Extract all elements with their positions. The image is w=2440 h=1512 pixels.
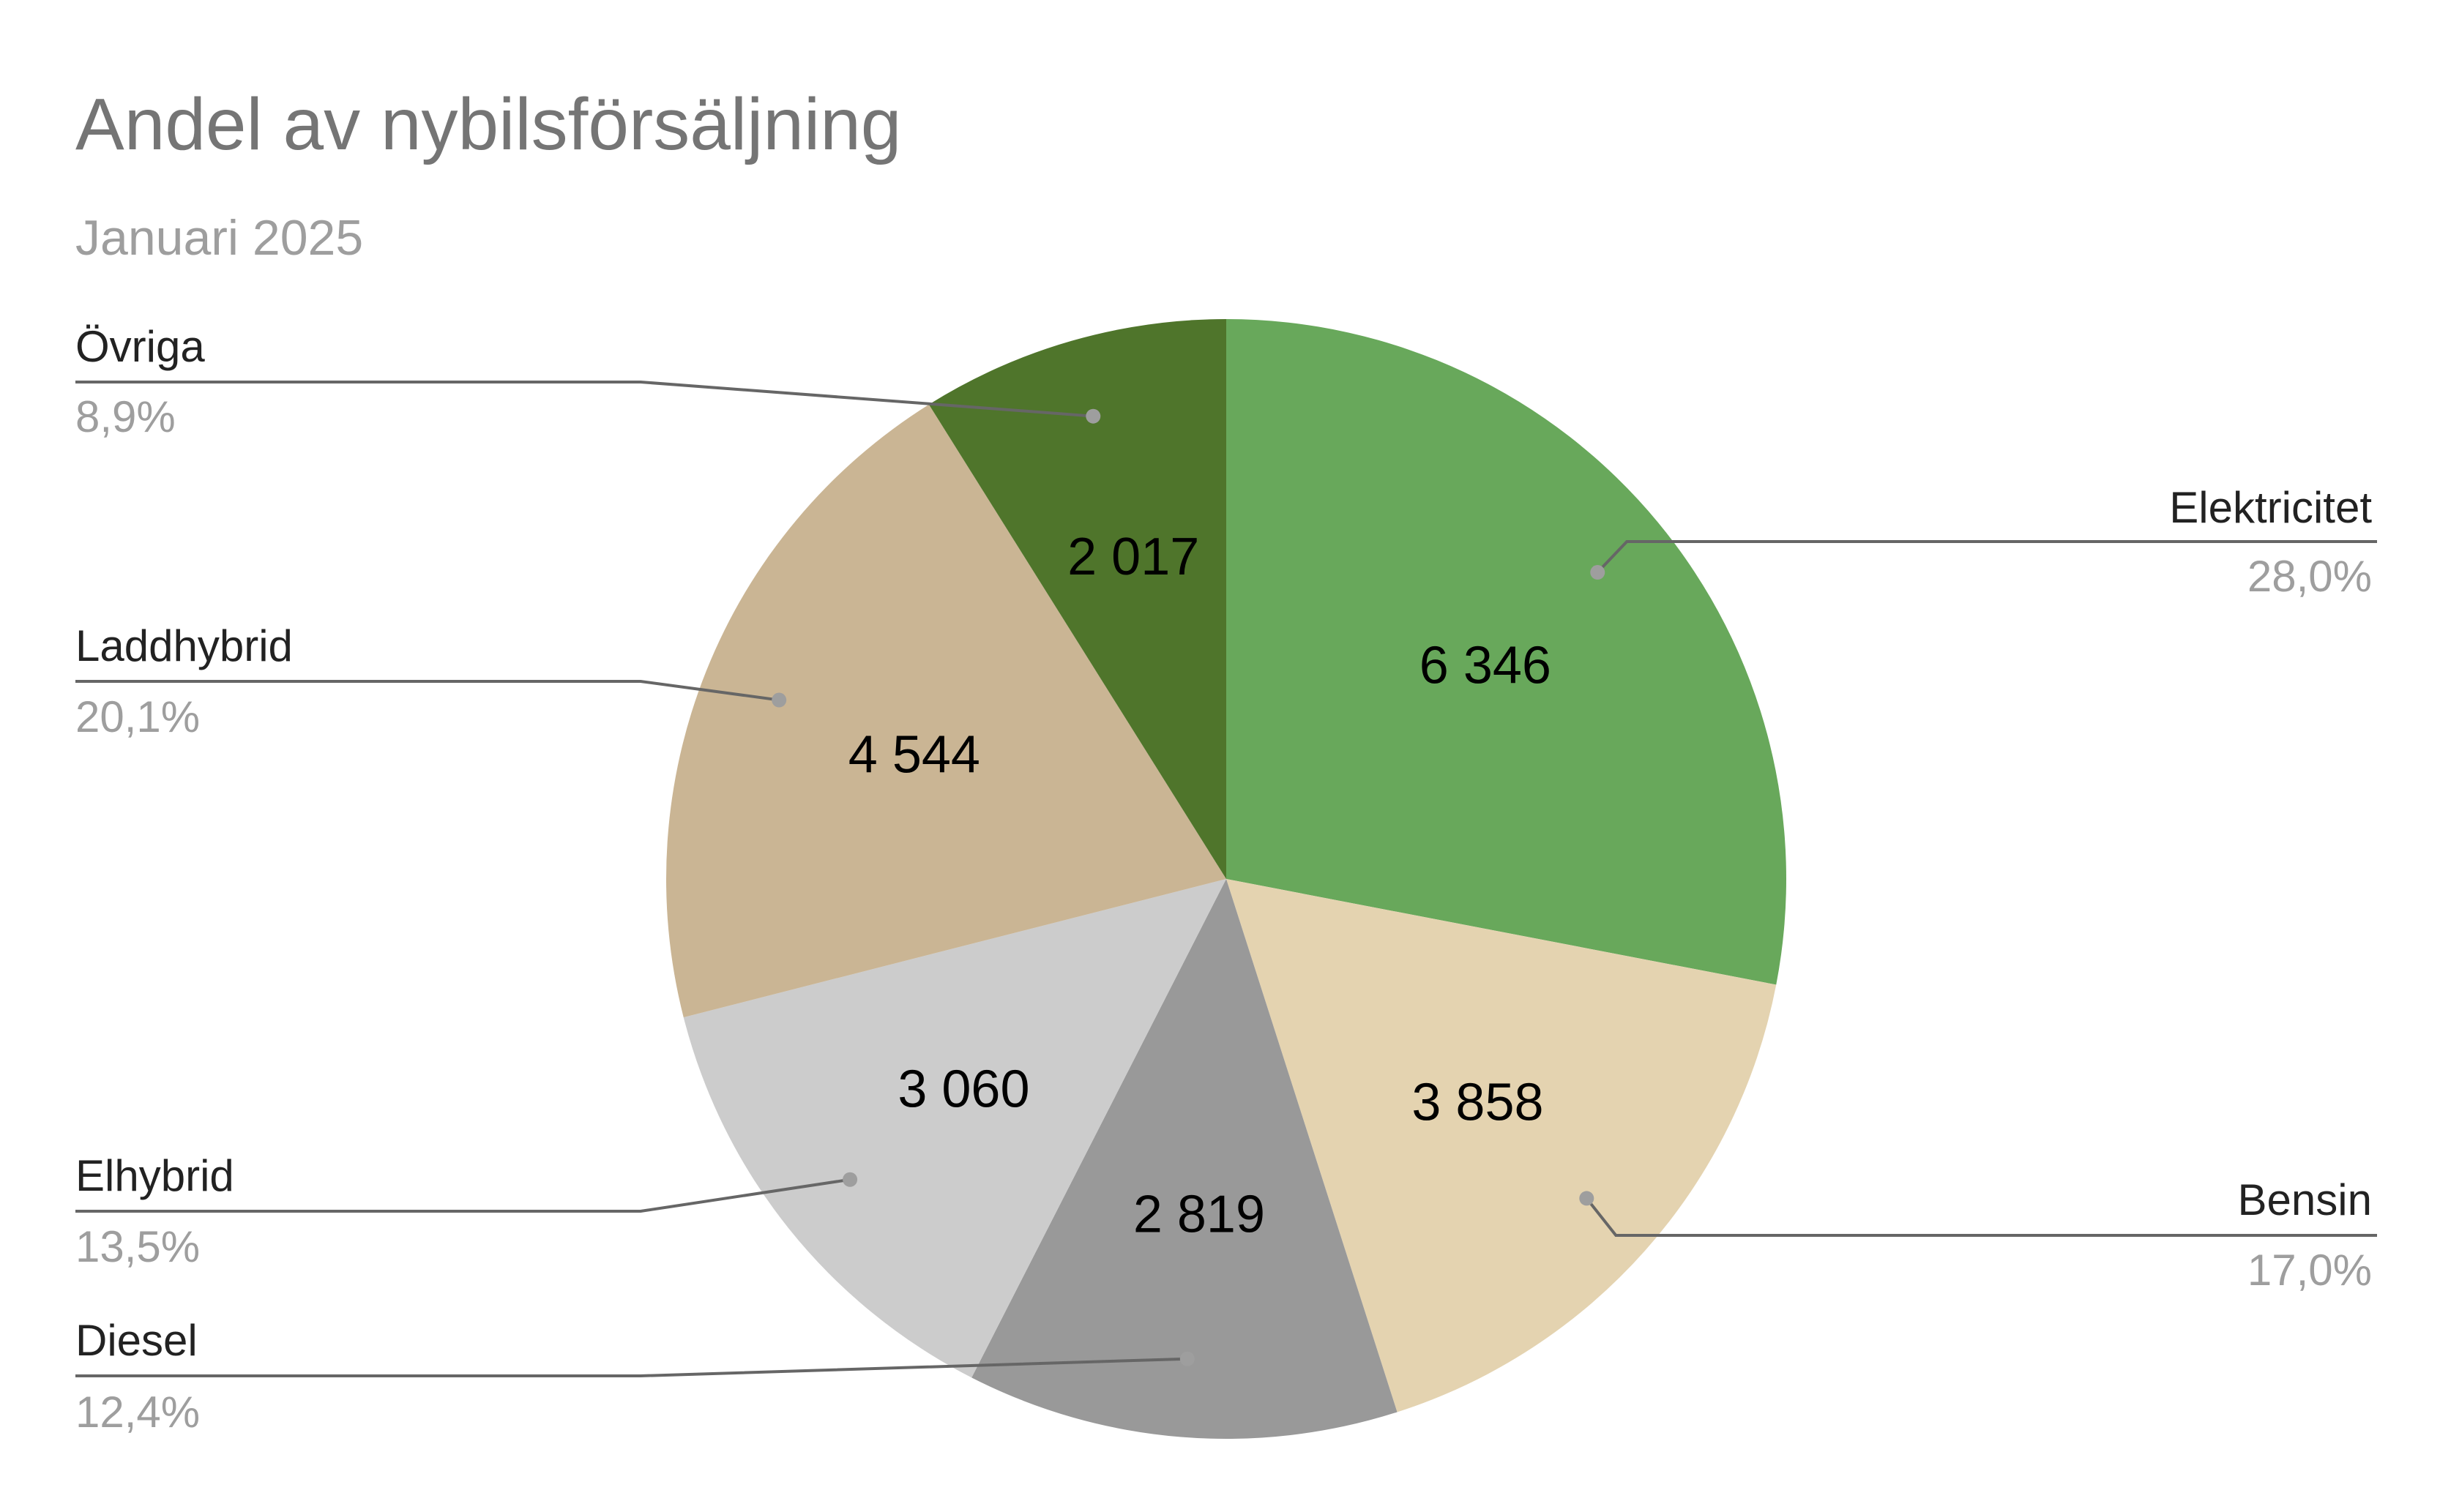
leader-line (75, 1178, 851, 1213)
leader-dot (843, 1172, 858, 1187)
slice-value-labels: 6 346 3 858 2 819 3 060 4 544 2 017 (848, 528, 1551, 1244)
pie-slice-laddhybrid (666, 404, 1226, 1018)
slice-value-label: 3 858 (1411, 1073, 1543, 1131)
callout-label-ovriga: Övriga (75, 322, 205, 371)
callout-percent-bensin: 17,0% (2247, 1246, 2372, 1295)
pie-slice-diesel (971, 879, 1398, 1440)
leader-dot (1579, 1191, 1594, 1206)
leader-dot (1590, 565, 1605, 580)
slice-value-label: 6 346 (1419, 637, 1551, 695)
callout-percent-elektricitet: 28,0% (2247, 552, 2372, 601)
pie-slice-ovriga (928, 319, 1226, 879)
leader-dot (772, 692, 787, 708)
leader-dot (1179, 1351, 1195, 1366)
callout-percent-diesel: 12,4% (75, 1388, 200, 1437)
slice-value-label: 3 060 (898, 1060, 1029, 1119)
leader-line (75, 381, 1094, 418)
leader-dot (1086, 408, 1101, 424)
callout-label-laddhybrid: Laddhybrid (75, 621, 293, 670)
callout-label-diesel: Diesel (75, 1316, 198, 1365)
callout-percent-laddhybrid: 20,1% (75, 692, 200, 741)
callout-percent-ovriga: 8,9% (75, 392, 176, 441)
callout-label-elhybrid: Elhybrid (75, 1151, 234, 1200)
callout-label-bensin: Bensin (2238, 1175, 2372, 1224)
pie-slices (666, 319, 1786, 1440)
leader-line (75, 1357, 1187, 1377)
slice-value-label: 2 017 (1067, 528, 1199, 586)
chart-subtitle: Januari 2025 (75, 210, 363, 266)
pie-slice-elhybrid (683, 879, 1226, 1378)
pie-slice-elektricitet (1226, 319, 1786, 985)
slice-value-label: 2 819 (1133, 1185, 1265, 1243)
callout-percent-elhybrid: 13,5% (75, 1222, 200, 1271)
pie-slice-bensin (1226, 879, 1777, 1412)
callout-labels: Elektricitet 28,0% Bensin 17,0% Diesel 12,4% E… (75, 322, 2377, 1437)
leader-line (75, 680, 780, 702)
callout-label-elektricitet: Elektricitet (2169, 483, 2372, 532)
leader-line (1585, 1197, 2377, 1237)
chart-title: Andel av nybilsförsäljning (75, 83, 901, 165)
leader-line (1596, 540, 2377, 574)
slice-value-label: 4 544 (848, 725, 980, 784)
